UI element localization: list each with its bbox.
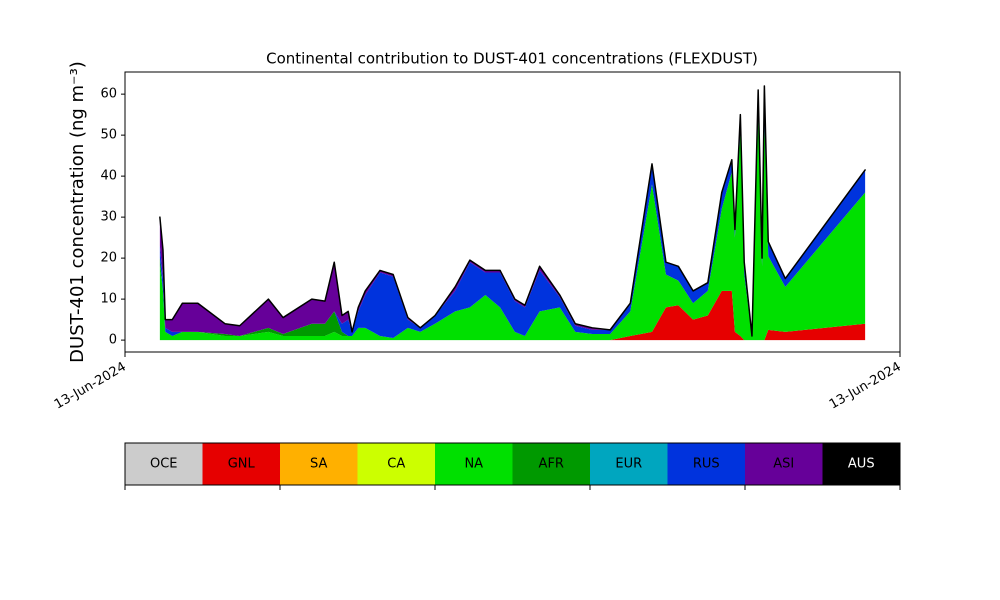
y-tick-label: 10: [100, 292, 117, 307]
legend-label: AFR: [539, 457, 564, 472]
y-tick-label: 30: [100, 210, 117, 225]
legend-swatch: [667, 443, 745, 485]
plot-frame: [124, 71, 901, 353]
y-axis-label: DUST-401 concentration (ng m⁻³): [67, 61, 88, 363]
x-tick-label: 13-Jun-2024: [52, 360, 129, 413]
y-tick-label: 60: [100, 87, 117, 102]
colorbar-frame: [124, 442, 901, 486]
legend-swatch: [202, 443, 280, 485]
legend-swatch: [590, 443, 668, 485]
x-tick-label: 13-Jun-2024: [827, 360, 904, 413]
legend-swatch: [512, 443, 590, 485]
y-tick-label: 50: [100, 128, 117, 143]
y-tick-label: 20: [100, 251, 117, 266]
legend-label: SA: [310, 457, 327, 472]
legend-label: RUS: [693, 457, 720, 472]
legend-label: GNL: [228, 457, 256, 472]
legend-label: NA: [464, 457, 483, 472]
area: [159, 85, 866, 337]
legend-swatch: [125, 443, 203, 485]
y-tick-label: 0: [109, 333, 117, 348]
legend-swatch: [280, 443, 358, 485]
legend-label: EUR: [615, 457, 642, 472]
legend-label: ASI: [773, 457, 794, 472]
y-tick-label: 40: [100, 169, 117, 184]
area: [159, 114, 866, 341]
area: [159, 290, 866, 341]
chart-title: Continental contribution to DUST-401 con…: [266, 50, 758, 68]
legend-swatch: [435, 443, 513, 485]
legend-label: CA: [387, 457, 405, 472]
legend-swatch: [357, 443, 435, 485]
legend-swatch: [822, 443, 900, 485]
legend-label: OCE: [150, 457, 178, 472]
legend-label: AUS: [848, 457, 875, 472]
legend-swatch: [745, 443, 823, 485]
